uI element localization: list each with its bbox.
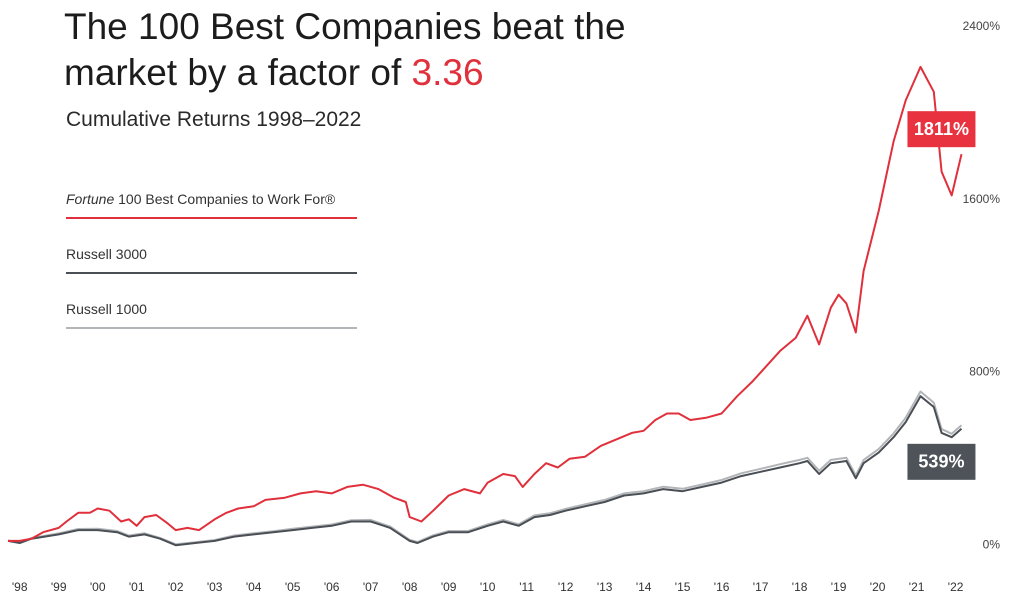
x-tick-label: '20	[870, 580, 886, 594]
x-tick-label: '12	[558, 580, 574, 594]
x-tick-label: '15	[675, 580, 691, 594]
x-tick-label: '10	[480, 580, 496, 594]
x-tick-label: '09	[441, 580, 457, 594]
legend-entry: Russell 1000	[66, 301, 357, 329]
x-tick-label: '05	[285, 580, 301, 594]
end-label-text: 1811%	[914, 119, 969, 139]
y-tick-label: 800%	[969, 365, 1000, 379]
chart-title: The 100 Best Companies beat the market b…	[64, 4, 644, 96]
series-line	[8, 65, 963, 542]
legend-entry: Fortune 100 Best Companies to Work For®	[66, 191, 357, 219]
x-tick-label: '22	[948, 580, 964, 594]
x-tick-label: '11	[519, 580, 534, 594]
x-tick-label: '06	[324, 580, 340, 594]
legend-entry: Russell 3000	[66, 246, 357, 274]
end-label-box	[907, 111, 976, 148]
x-tick-label: '17	[753, 580, 769, 594]
x-tick-label: '21	[909, 580, 925, 594]
x-tick-label: '03	[207, 580, 223, 594]
y-tick-label: 1600%	[963, 192, 1001, 206]
x-tick-label: '01	[129, 580, 145, 594]
end-label-text: 539%	[918, 452, 964, 472]
series-line	[7, 395, 963, 547]
title-highlight: 3.36	[411, 52, 484, 93]
y-tick-label: 0%	[983, 537, 1001, 551]
x-tick-label: '99	[51, 580, 67, 594]
x-tick-label: '98	[12, 580, 28, 594]
chart-subtitle: Cumulative Returns 1998–2022	[66, 108, 362, 131]
end-label: 539%	[907, 443, 976, 480]
end-label-box	[907, 443, 976, 480]
x-tick-label: '14	[636, 580, 652, 594]
x-tick-label: '18	[792, 580, 808, 594]
x-tick-label: '04	[246, 580, 262, 594]
x-tick-label: '08	[402, 580, 418, 594]
end-label: 1811%	[907, 111, 976, 148]
x-tick-label: '16	[714, 580, 730, 594]
x-tick-label: '19	[831, 580, 847, 594]
x-tick-label: '07	[363, 580, 379, 594]
x-tick-label: '13	[597, 580, 613, 594]
y-tick-label: 2400%	[963, 19, 1001, 33]
series-line	[7, 390, 963, 546]
x-tick-label: '02	[168, 580, 184, 594]
title-text: The 100 Best Companies beat the market b…	[64, 6, 626, 93]
x-tick-label: '00	[90, 580, 106, 594]
